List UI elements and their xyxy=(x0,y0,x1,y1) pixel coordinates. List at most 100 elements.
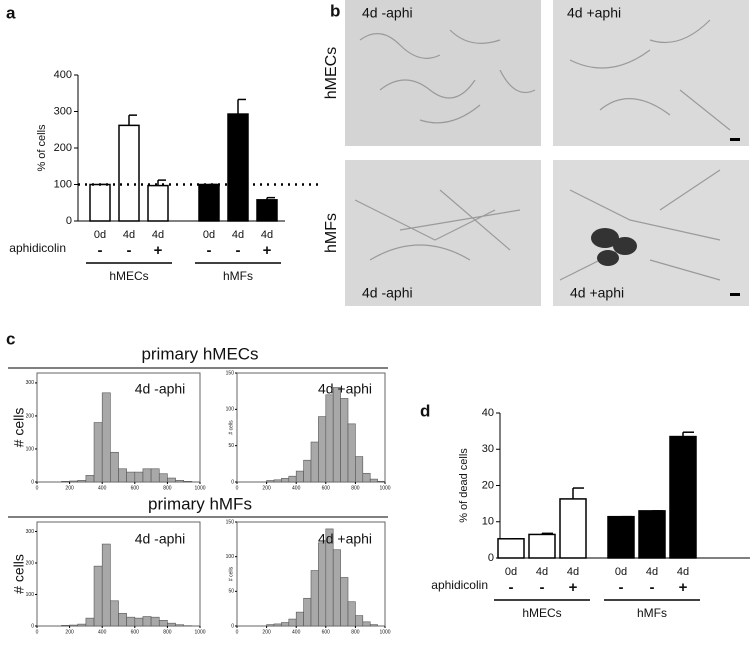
x-tick-label: 400 xyxy=(292,485,301,491)
histogram-bar xyxy=(295,470,304,483)
micrograph xyxy=(553,160,749,306)
histogram-bar xyxy=(85,617,95,627)
bar xyxy=(528,533,556,559)
bar xyxy=(118,124,140,222)
histogram-title: primary hMFs xyxy=(148,494,252,513)
y-tick-label: 150 xyxy=(226,370,235,376)
histogram-bar xyxy=(340,577,349,627)
x-tick-label: 0d xyxy=(94,229,106,241)
y-tick-label: 0 xyxy=(66,215,72,227)
histogram-bar xyxy=(355,456,364,483)
histogram-bar xyxy=(93,565,103,627)
x-tick-label: 4d xyxy=(536,566,548,578)
x-tick-label: 4d xyxy=(677,566,689,578)
x-tick-label: 4d xyxy=(646,566,658,578)
histogram-bar xyxy=(167,622,176,627)
x-tick-label: 600 xyxy=(131,485,140,491)
histogram-bar xyxy=(118,468,127,483)
treatment-label: - xyxy=(236,242,241,259)
treatment-label: - xyxy=(207,242,212,259)
row-label: hMECs xyxy=(323,47,340,99)
panel-letter: d xyxy=(420,401,430,420)
y-tick-label: 0 xyxy=(488,552,494,564)
treatment-label: - xyxy=(619,579,624,596)
micrograph xyxy=(553,0,749,146)
y-axis-label: # cells xyxy=(228,420,234,435)
group-label: hMFs xyxy=(637,606,667,620)
histogram-title: primary hMECs xyxy=(141,344,258,363)
histogram-bar xyxy=(69,624,79,627)
y-tick-label: 10 xyxy=(482,516,494,528)
y-tick-label: 200 xyxy=(26,413,35,419)
x-tick-label: 600 xyxy=(322,485,331,491)
histogram-bar xyxy=(142,468,152,483)
x-tick-label: 1000 xyxy=(379,485,390,491)
histogram-bar xyxy=(318,416,327,483)
bar xyxy=(559,498,587,559)
y-tick-label: 400 xyxy=(54,69,72,81)
histogram-bar xyxy=(266,480,275,483)
x-tick-label: 200 xyxy=(65,485,74,491)
histogram-bar xyxy=(126,616,136,627)
histogram-label: 4d +aphi xyxy=(318,531,372,547)
histogram-bar xyxy=(110,600,119,627)
x-tick-label: 1000 xyxy=(194,629,205,635)
micrographs: 4d -aphi 4d +aphi 4d -aphi 4d +aphi hMEC… xyxy=(323,0,749,306)
histogram-bar xyxy=(150,468,160,483)
histogram-bar xyxy=(281,622,290,627)
histogram-bar xyxy=(158,473,168,483)
x-tick-label: 1000 xyxy=(194,485,205,491)
x-tick-label: 200 xyxy=(262,485,271,491)
histogram-bar xyxy=(134,471,144,483)
x-tick-label: 1000 xyxy=(379,629,390,635)
histogram-bar xyxy=(362,621,371,627)
bar xyxy=(669,435,697,559)
micrograph-label: 4d -aphi xyxy=(362,285,413,301)
histogram-bar xyxy=(362,472,371,483)
histogram-bar xyxy=(332,387,341,483)
y-tick-label: 30 xyxy=(482,443,494,455)
micrograph-label: 4d +aphi xyxy=(570,285,624,301)
treatment-label: - xyxy=(98,242,103,259)
histogram-bar xyxy=(85,475,95,483)
histogram-bar xyxy=(150,616,160,627)
histogram-bar xyxy=(273,479,282,483)
treatment-label: + xyxy=(679,579,688,596)
histogram-bar xyxy=(175,624,185,627)
y-tick-label: 50 xyxy=(228,443,234,449)
micrograph-label: 4d +aphi xyxy=(567,5,621,21)
micrograph xyxy=(345,160,541,306)
scale-bar xyxy=(730,138,740,141)
y-tick-label: 50 xyxy=(228,589,234,595)
y-tick-label: 200 xyxy=(54,142,72,154)
scale-bar xyxy=(730,293,740,296)
histogram-bar xyxy=(77,480,87,483)
histogram-bar xyxy=(273,623,282,627)
y-tick-label: 0 xyxy=(231,623,234,629)
histogram-bar xyxy=(369,478,378,483)
x-tick-label: 4d xyxy=(123,229,135,241)
histogram-bar xyxy=(142,616,152,627)
treatment-label: + xyxy=(263,242,272,259)
y-axis-label: % of dead cells xyxy=(458,448,470,523)
micrograph xyxy=(345,0,541,146)
histogram-bar xyxy=(183,481,193,483)
panel-letter: b xyxy=(330,1,340,20)
x-tick-label: 800 xyxy=(351,485,360,491)
y-tick-label: 100 xyxy=(226,554,235,560)
x-tick-label: 800 xyxy=(351,629,360,635)
y-tick-label: 100 xyxy=(226,407,235,413)
x-tick-label: 0 xyxy=(36,629,39,635)
group-label: hMFs xyxy=(223,269,253,283)
y-tick-label: 100 xyxy=(26,592,35,598)
histogram-bar xyxy=(332,549,341,627)
x-tick-label: 0 xyxy=(36,485,39,491)
histogram-label: 4d +aphi xyxy=(318,381,372,397)
histogram-bar xyxy=(101,543,111,627)
cell-outlines xyxy=(354,19,731,281)
histogram-bar xyxy=(355,615,364,627)
histogram-bar xyxy=(93,422,103,483)
x-tick-label: 0d xyxy=(203,229,215,241)
x-tick-label: 600 xyxy=(322,629,331,635)
histogram-bar xyxy=(310,441,319,483)
